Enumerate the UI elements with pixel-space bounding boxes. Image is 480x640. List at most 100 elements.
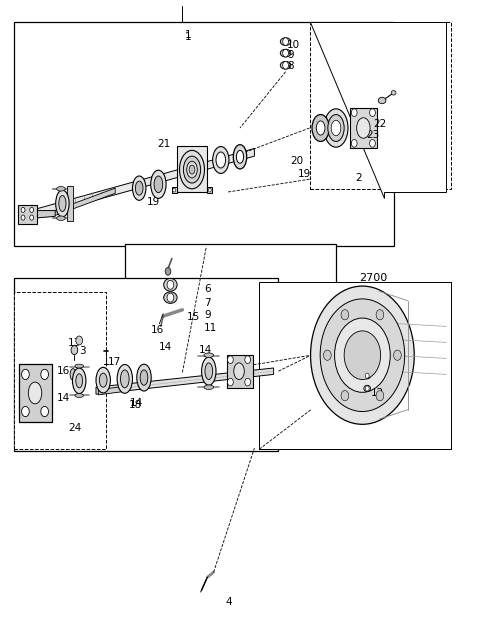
Ellipse shape	[57, 187, 65, 191]
Text: 4: 4	[226, 596, 232, 607]
Circle shape	[167, 280, 174, 289]
Circle shape	[341, 310, 348, 320]
Ellipse shape	[202, 357, 216, 385]
Ellipse shape	[120, 370, 129, 388]
Circle shape	[376, 390, 384, 401]
Ellipse shape	[70, 369, 76, 380]
Ellipse shape	[183, 156, 201, 183]
Circle shape	[22, 369, 29, 380]
Ellipse shape	[132, 176, 146, 200]
Bar	[14, 22, 394, 246]
Bar	[227, 355, 253, 388]
Circle shape	[228, 378, 233, 386]
Text: 3: 3	[79, 346, 86, 356]
Text: 7: 7	[204, 298, 211, 308]
Ellipse shape	[280, 38, 291, 45]
Text: 16: 16	[57, 366, 70, 376]
Ellipse shape	[357, 118, 370, 138]
Polygon shape	[53, 188, 115, 216]
Bar	[207, 187, 212, 193]
Bar	[310, 22, 451, 189]
Text: 18: 18	[129, 400, 142, 410]
Circle shape	[71, 346, 78, 355]
Circle shape	[283, 49, 288, 57]
Polygon shape	[362, 288, 451, 422]
Ellipse shape	[72, 368, 86, 394]
Circle shape	[370, 140, 375, 147]
Polygon shape	[33, 148, 254, 218]
Text: 12: 12	[371, 388, 384, 398]
Polygon shape	[34, 211, 55, 218]
Text: 21: 21	[157, 139, 171, 149]
Circle shape	[245, 378, 251, 386]
Text: 13: 13	[68, 338, 82, 348]
Ellipse shape	[135, 181, 143, 195]
Ellipse shape	[140, 370, 148, 385]
Ellipse shape	[391, 91, 396, 95]
Ellipse shape	[137, 364, 151, 391]
Polygon shape	[67, 186, 73, 221]
Ellipse shape	[187, 161, 197, 178]
Text: 16: 16	[151, 324, 165, 335]
Circle shape	[324, 350, 331, 360]
Ellipse shape	[205, 363, 213, 380]
Bar	[172, 187, 177, 193]
Circle shape	[376, 310, 384, 320]
Text: 23: 23	[366, 130, 379, 140]
Ellipse shape	[164, 292, 177, 303]
Bar	[19, 364, 52, 422]
Circle shape	[311, 286, 414, 424]
Ellipse shape	[364, 372, 371, 379]
Ellipse shape	[99, 373, 107, 387]
Text: 8: 8	[287, 61, 294, 71]
Circle shape	[21, 207, 25, 212]
Text: 2700: 2700	[359, 273, 387, 284]
Circle shape	[283, 61, 288, 69]
Text: 19: 19	[298, 169, 311, 179]
Ellipse shape	[378, 97, 386, 104]
Bar	[125, 244, 336, 372]
Ellipse shape	[75, 364, 84, 368]
Circle shape	[335, 318, 390, 392]
Ellipse shape	[213, 147, 229, 173]
Circle shape	[30, 207, 34, 212]
Ellipse shape	[76, 374, 83, 388]
Circle shape	[167, 293, 174, 302]
Ellipse shape	[28, 382, 42, 404]
Text: 5: 5	[364, 374, 371, 384]
Ellipse shape	[189, 165, 195, 174]
Bar	[18, 205, 37, 224]
Ellipse shape	[312, 115, 329, 141]
Text: 17: 17	[108, 356, 121, 367]
Ellipse shape	[331, 120, 341, 136]
Text: 9: 9	[287, 50, 294, 60]
Circle shape	[41, 406, 48, 417]
Ellipse shape	[151, 170, 166, 198]
Ellipse shape	[216, 152, 226, 168]
Text: 1: 1	[185, 30, 192, 40]
Circle shape	[21, 215, 25, 220]
Ellipse shape	[236, 150, 244, 163]
Text: 24: 24	[69, 422, 82, 433]
Circle shape	[245, 356, 251, 364]
Circle shape	[208, 188, 211, 192]
Ellipse shape	[57, 216, 65, 220]
Ellipse shape	[324, 109, 348, 147]
Circle shape	[351, 109, 357, 116]
Circle shape	[22, 406, 29, 417]
Circle shape	[394, 350, 401, 360]
Polygon shape	[310, 22, 446, 198]
Ellipse shape	[180, 150, 204, 189]
Circle shape	[351, 140, 357, 147]
Ellipse shape	[280, 61, 291, 69]
Bar	[14, 278, 278, 451]
Circle shape	[283, 38, 288, 45]
Circle shape	[30, 215, 34, 220]
Bar	[177, 146, 207, 192]
Ellipse shape	[117, 365, 132, 393]
Circle shape	[173, 188, 176, 192]
Ellipse shape	[59, 195, 66, 211]
Ellipse shape	[328, 115, 344, 141]
Text: 15: 15	[187, 312, 201, 322]
Polygon shape	[98, 387, 122, 395]
